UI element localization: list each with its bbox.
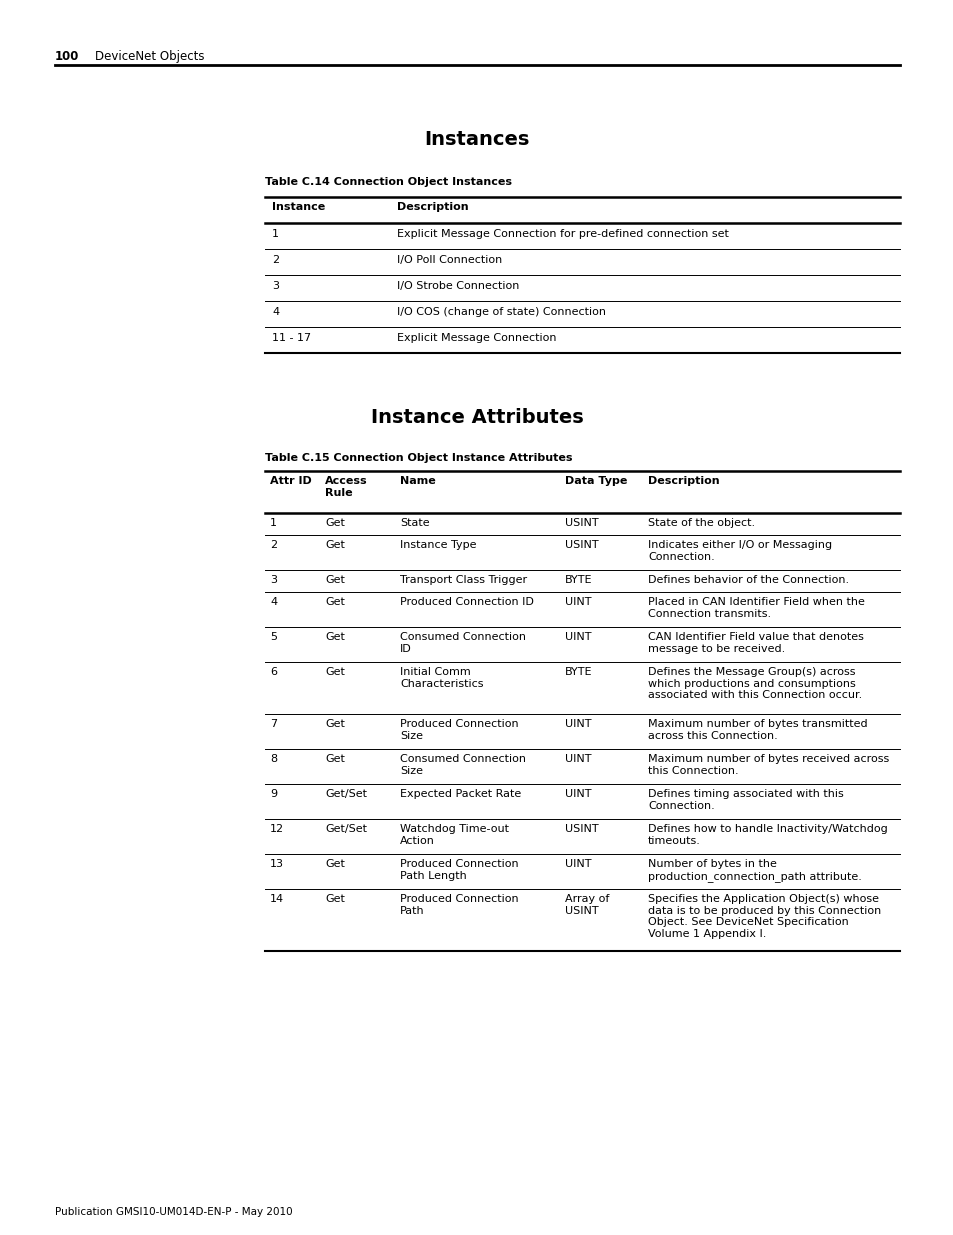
Text: USINT: USINT [564,824,598,834]
Text: Specifies the Application Object(s) whose
data is to be produced by this Connect: Specifies the Application Object(s) whos… [647,894,881,939]
Text: 13: 13 [270,860,284,869]
Text: Defines how to handle Inactivity/Watchdog
timeouts.: Defines how to handle Inactivity/Watchdo… [647,824,887,846]
Text: CAN Identifier Field value that denotes
message to be received.: CAN Identifier Field value that denotes … [647,632,863,653]
Text: Data Type: Data Type [564,475,627,487]
Text: 3: 3 [272,282,278,291]
Text: Watchdog Time-out
Action: Watchdog Time-out Action [399,824,509,846]
Text: UINT: UINT [564,860,591,869]
Text: 6: 6 [270,667,276,677]
Text: 100: 100 [55,49,79,63]
Text: Produced Connection
Path: Produced Connection Path [399,894,518,915]
Text: I/O COS (change of state) Connection: I/O COS (change of state) Connection [396,308,605,317]
Text: Get/Set: Get/Set [325,824,367,834]
Text: 14: 14 [270,894,284,904]
Text: Get: Get [325,719,345,729]
Text: Get/Set: Get/Set [325,789,367,799]
Text: 3: 3 [270,576,276,585]
Text: Get: Get [325,860,345,869]
Text: 12: 12 [270,824,284,834]
Text: Array of
USINT: Array of USINT [564,894,609,915]
Text: Get: Get [325,755,345,764]
Text: Instance Type: Instance Type [399,540,476,550]
Text: Initial Comm
Characteristics: Initial Comm Characteristics [399,667,483,689]
Text: USINT: USINT [564,517,598,529]
Text: 7: 7 [270,719,276,729]
Text: 9: 9 [270,789,276,799]
Text: Publication GMSI10-UM014D-EN-P - May 2010: Publication GMSI10-UM014D-EN-P - May 201… [55,1207,293,1216]
Text: Get: Get [325,597,345,606]
Text: Instance Attributes: Instance Attributes [370,408,583,427]
Text: 8: 8 [270,755,276,764]
Text: Instances: Instances [424,130,529,149]
Text: Produced Connection
Path Length: Produced Connection Path Length [399,860,518,881]
Text: Defines behavior of the Connection.: Defines behavior of the Connection. [647,576,848,585]
Text: 2: 2 [272,254,279,266]
Text: 1: 1 [270,517,276,529]
Text: Placed in CAN Identifier Field when the
Connection transmits.: Placed in CAN Identifier Field when the … [647,597,864,619]
Text: Maximum number of bytes transmitted
across this Connection.: Maximum number of bytes transmitted acro… [647,719,866,741]
Text: Explicit Message Connection for pre-defined connection set: Explicit Message Connection for pre-defi… [396,228,728,240]
Text: Transport Class Trigger: Transport Class Trigger [399,576,527,585]
Text: Consumed Connection
Size: Consumed Connection Size [399,755,525,776]
Text: Get: Get [325,894,345,904]
Text: 2: 2 [270,540,276,550]
Text: I/O Strobe Connection: I/O Strobe Connection [396,282,518,291]
Text: Produced Connection ID: Produced Connection ID [399,597,534,606]
Text: Defines the Message Group(s) across
which productions and consumptions
associate: Defines the Message Group(s) across whic… [647,667,862,700]
Text: BYTE: BYTE [564,667,592,677]
Text: 5: 5 [270,632,276,642]
Text: UINT: UINT [564,597,591,606]
Text: Access
Rule: Access Rule [325,475,367,499]
Text: Maximum number of bytes received across
this Connection.: Maximum number of bytes received across … [647,755,888,776]
Text: 4: 4 [270,597,276,606]
Text: Attr ID: Attr ID [270,475,312,487]
Text: UINT: UINT [564,632,591,642]
Text: Get: Get [325,540,345,550]
Text: State: State [399,517,429,529]
Text: I/O Poll Connection: I/O Poll Connection [396,254,501,266]
Text: Table C.15 Connection Object Instance Attributes: Table C.15 Connection Object Instance At… [265,453,572,463]
Text: Description: Description [647,475,719,487]
Text: Indicates either I/O or Messaging
Connection.: Indicates either I/O or Messaging Connec… [647,540,831,562]
Text: Number of bytes in the
production_connection_path attribute.: Number of bytes in the production_connec… [647,860,861,882]
Text: Expected Packet Rate: Expected Packet Rate [399,789,520,799]
Text: Get: Get [325,576,345,585]
Text: DeviceNet Objects: DeviceNet Objects [95,49,204,63]
Text: 11 - 17: 11 - 17 [272,333,311,343]
Text: Get: Get [325,667,345,677]
Text: BYTE: BYTE [564,576,592,585]
Text: UINT: UINT [564,719,591,729]
Text: Table C.14 Connection Object Instances: Table C.14 Connection Object Instances [265,177,512,186]
Text: Description: Description [396,203,468,212]
Text: UINT: UINT [564,789,591,799]
Text: Produced Connection
Size: Produced Connection Size [399,719,518,741]
Text: 4: 4 [272,308,279,317]
Text: USINT: USINT [564,540,598,550]
Text: Defines timing associated with this
Connection.: Defines timing associated with this Conn… [647,789,842,810]
Text: Get: Get [325,517,345,529]
Text: UINT: UINT [564,755,591,764]
Text: Get: Get [325,632,345,642]
Text: Name: Name [399,475,436,487]
Text: Consumed Connection
ID: Consumed Connection ID [399,632,525,653]
Text: 1: 1 [272,228,278,240]
Text: Explicit Message Connection: Explicit Message Connection [396,333,556,343]
Text: Instance: Instance [272,203,325,212]
Text: State of the object.: State of the object. [647,517,755,529]
